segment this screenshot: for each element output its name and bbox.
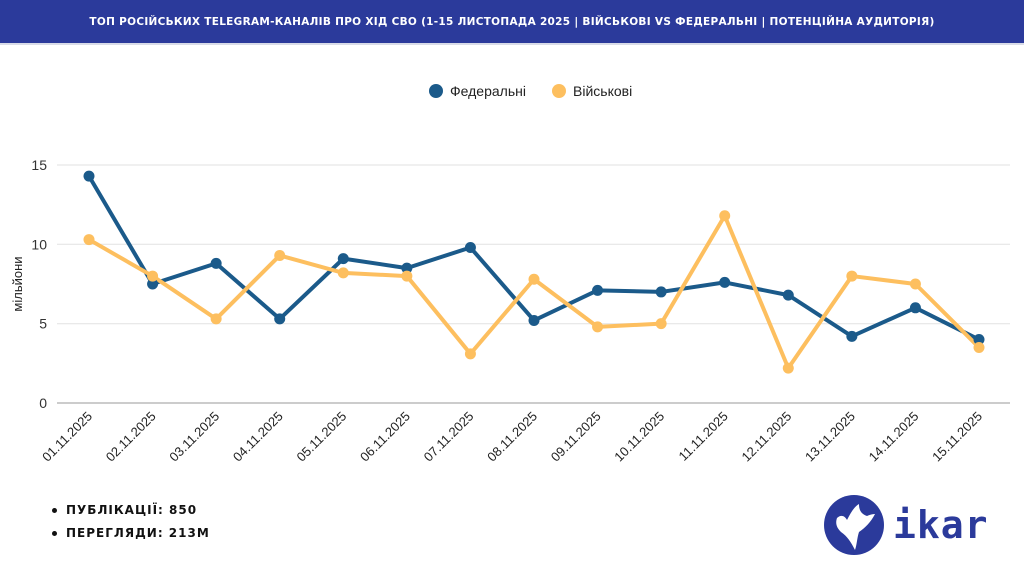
data-point-1 bbox=[401, 270, 413, 282]
data-point-0 bbox=[274, 313, 286, 325]
x-tick-label: 02.11.2025 bbox=[103, 409, 159, 465]
x-tick-label: 14.11.2025 bbox=[866, 409, 922, 465]
chart-title: ТОП РОСІЙСЬКИХ TELEGRAM-КАНАЛІВ ПРО ХІД … bbox=[89, 15, 935, 28]
data-point-1 bbox=[274, 249, 286, 261]
data-point-0 bbox=[147, 278, 159, 290]
data-point-0 bbox=[401, 262, 413, 274]
legend-marker-0 bbox=[429, 84, 443, 98]
data-point-0 bbox=[337, 253, 349, 265]
data-point-0 bbox=[592, 284, 604, 296]
stat-publications: ПУБЛІКАЦІЇ: 850 bbox=[52, 503, 210, 517]
data-point-0 bbox=[83, 170, 95, 182]
x-tick-label: 09.11.2025 bbox=[548, 409, 604, 465]
y-tick-label: 5 bbox=[39, 316, 47, 332]
y-tick-label: 10 bbox=[31, 236, 47, 252]
y-tick-label: 15 bbox=[31, 157, 47, 173]
x-tick-label: 06.11.2025 bbox=[357, 409, 413, 465]
x-tick-label: 04.11.2025 bbox=[230, 409, 286, 465]
legend-marker-1 bbox=[552, 84, 566, 98]
data-point-0 bbox=[528, 314, 540, 326]
data-point-0 bbox=[464, 242, 476, 254]
data-point-1 bbox=[592, 321, 604, 333]
line-chart: 0 5 10 15 мільйони 01.11.2025 02.11.2025 03.11.… bbox=[10, 83, 1010, 465]
data-point-1 bbox=[83, 234, 95, 246]
x-tick-label: 15.11.2025 bbox=[929, 409, 985, 465]
y-axis-label: мільйони bbox=[10, 256, 25, 311]
x-tick-label: 10.11.2025 bbox=[611, 409, 667, 465]
header-banner: ТОП РОСІЙСЬКИХ TELEGRAM-КАНАЛІВ ПРО ХІД … bbox=[0, 0, 1024, 43]
data-point-1 bbox=[464, 348, 476, 360]
stat-views: ПЕРЕГЛЯДИ: 213М bbox=[52, 526, 210, 540]
data-point-0 bbox=[210, 257, 222, 269]
x-tick-label: 01.11.2025 bbox=[39, 409, 95, 465]
data-point-0 bbox=[909, 302, 921, 314]
data-point-0 bbox=[655, 286, 667, 298]
x-tick-label: 07.11.2025 bbox=[421, 409, 477, 465]
series-line-1 bbox=[88, 213, 981, 371]
x-tick-label: 03.11.2025 bbox=[166, 409, 222, 465]
data-point-0 bbox=[782, 289, 794, 301]
legend-label-1: Військові bbox=[573, 83, 632, 99]
stats-list: ПУБЛІКАЦІЇ: 850 ПЕРЕГЛЯДИ: 213М bbox=[52, 503, 210, 549]
data-point-1 bbox=[719, 210, 731, 222]
data-point-1 bbox=[528, 273, 540, 285]
data-point-0 bbox=[973, 334, 985, 346]
data-point-1 bbox=[210, 313, 222, 325]
x-tick-label: 13.11.2025 bbox=[802, 409, 858, 465]
data-point-1 bbox=[147, 270, 159, 282]
data-point-1 bbox=[782, 362, 794, 374]
dove-icon bbox=[824, 495, 884, 555]
data-point-1 bbox=[337, 267, 349, 279]
x-tick-label: 08.11.2025 bbox=[484, 409, 540, 465]
data-point-1 bbox=[973, 341, 985, 353]
ikar-logo: ikar bbox=[823, 494, 989, 556]
data-point-1 bbox=[909, 278, 921, 290]
legend-label-0: Федеральні bbox=[450, 83, 526, 99]
header-divider bbox=[0, 43, 1024, 45]
x-tick-label: 05.11.2025 bbox=[293, 409, 349, 465]
y-tick-label: 0 bbox=[39, 395, 47, 411]
data-point-1 bbox=[846, 270, 858, 282]
x-tick-label: 12.11.2025 bbox=[738, 409, 794, 465]
data-point-0 bbox=[846, 330, 858, 342]
x-tick-label: 11.11.2025 bbox=[676, 409, 731, 464]
data-point-0 bbox=[719, 276, 731, 288]
data-point-1 bbox=[655, 318, 667, 330]
